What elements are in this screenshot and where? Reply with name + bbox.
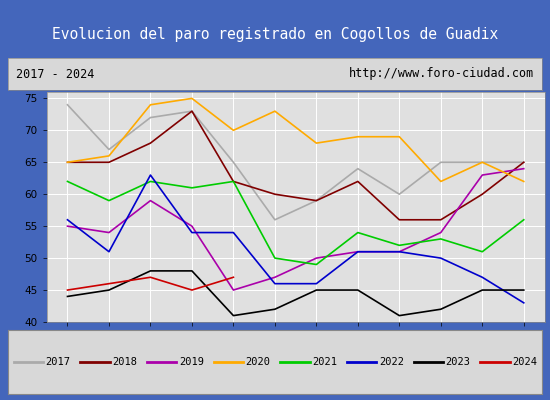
Text: 2020: 2020 [246, 357, 271, 367]
Text: 2022: 2022 [379, 357, 404, 367]
Text: Evolucion del paro registrado en Cogollos de Guadix: Evolucion del paro registrado en Cogollo… [52, 26, 498, 42]
Text: http://www.foro-ciudad.com: http://www.foro-ciudad.com [349, 68, 534, 80]
Text: 2021: 2021 [312, 357, 337, 367]
Text: 2019: 2019 [179, 357, 204, 367]
Text: 2017: 2017 [46, 357, 70, 367]
Text: 2024: 2024 [513, 357, 537, 367]
Text: 2017 - 2024: 2017 - 2024 [16, 68, 95, 80]
Text: 2023: 2023 [446, 357, 471, 367]
Text: 2018: 2018 [112, 357, 138, 367]
